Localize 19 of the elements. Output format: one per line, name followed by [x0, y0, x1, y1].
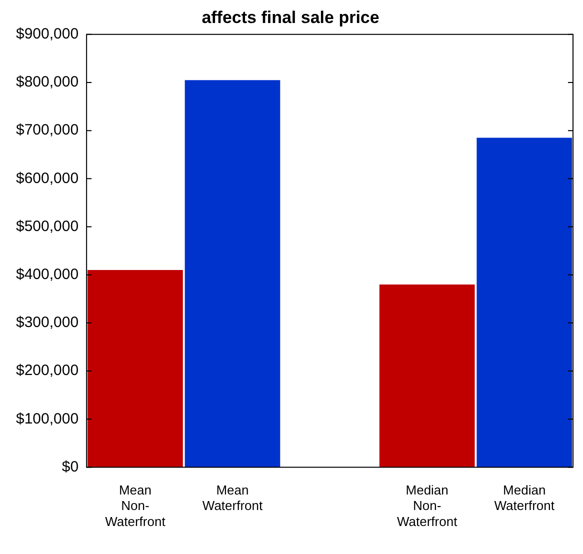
bar: [88, 270, 183, 468]
y-tick-label: $900,000: [16, 26, 79, 43]
y-tick-label: $400,000: [16, 266, 79, 283]
y-tick-label: $300,000: [16, 314, 79, 332]
y-tick-label: $600,000: [16, 170, 79, 187]
x-tick-label: Median Non- Waterfront: [396, 482, 458, 529]
y-tick-label: $0: [62, 458, 79, 476]
y-tick-label: $200,000: [16, 362, 79, 380]
x-tick-label: Median Waterfront: [494, 482, 555, 514]
x-tick-label: Mean Waterfront: [202, 482, 263, 514]
y-tick-label: $700,000: [16, 122, 79, 139]
x-tick-label: Mean Non- Waterfront: [105, 482, 166, 529]
chart-title: affects final sale price: [202, 8, 380, 27]
bar: [476, 138, 572, 468]
y-tick-label: $500,000: [16, 218, 79, 235]
y-tick-label: $800,000: [16, 74, 79, 91]
y-tick-label: $100,000: [16, 410, 79, 428]
bar: [184, 80, 280, 468]
bar: [379, 284, 475, 468]
